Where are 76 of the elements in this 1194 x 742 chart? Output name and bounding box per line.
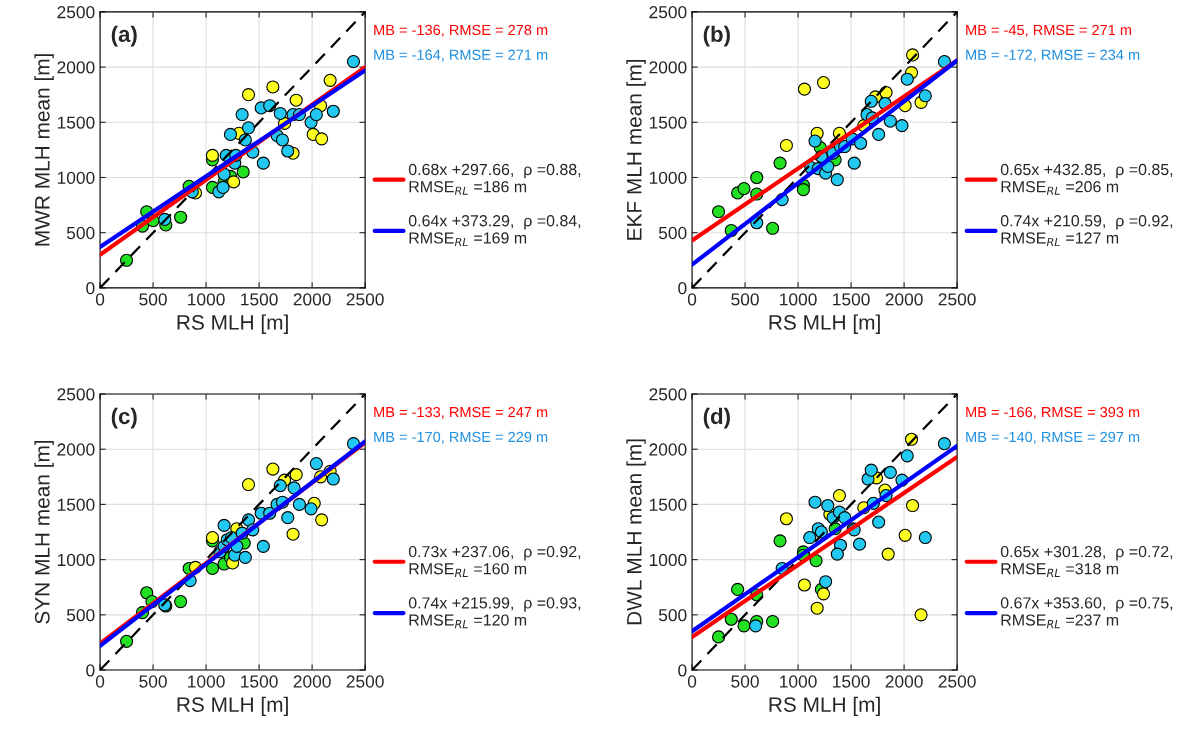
x-tick-label: 2500: [938, 293, 976, 306]
x-axis-title: RS MLH [m]: [177, 696, 288, 717]
text: MB = -172, RMSE = 234 m: [966, 49, 1140, 62]
x-axis-title: RS MLH [m]: [177, 314, 288, 334]
text: MB = -164, RMSE = 271 m: [374, 49, 548, 62]
y-tick-label: 0: [86, 664, 95, 677]
y-tick-label: 1000: [57, 553, 95, 567]
y-tick-label: 2000: [649, 443, 687, 456]
legend-label: 0.65x +301.28, ρ =0.72, RMSE$_{RL}$ =318 m: [1000, 545, 1173, 577]
x-tick-label: 500: [139, 293, 167, 306]
x-tick-label: 2000: [293, 675, 331, 688]
legend-label: 0.68x +297.66, ρ =0.88, RMSE$_{RL}$ =186 m: [408, 163, 581, 195]
x-tick-label: 1000: [780, 293, 817, 306]
y-tick-label: 1500: [649, 116, 687, 129]
x-tick-label: 500: [731, 293, 759, 306]
x-tick-label: 2000: [293, 293, 331, 306]
x-tick-label: 500: [139, 675, 167, 688]
text: MB = -45, RMSE = 271 m: [966, 24, 1132, 37]
x-tick-label: 2500: [938, 675, 976, 688]
x-tick-label: 2000: [885, 675, 923, 688]
y-tick-label: 0: [86, 282, 95, 295]
legend-label: 0.73x +237.06, ρ =0.92, RMSE$_{RL}$ =160 m: [408, 545, 581, 577]
y-tick-label: 500: [66, 226, 95, 240]
y-tick-label: 500: [658, 226, 687, 240]
text: MB = -166, RMSE = 393 m: [966, 406, 1140, 419]
annotation: (d): [703, 407, 730, 429]
y-tick-label: 0: [678, 282, 687, 295]
y-tick-label: 1500: [649, 498, 687, 511]
x-tick-label: 1000: [780, 675, 817, 688]
x-tick-label: 1000: [188, 293, 225, 306]
x-axis-title: RS MLH [m]: [769, 314, 880, 334]
legend-label: 0.67x +353.60, ρ =0.75, RMSE$_{RL}$ =237 m: [1000, 597, 1173, 629]
y-tick-label: 1000: [57, 171, 95, 184]
text: MB = -133, RMSE = 247 m: [374, 406, 548, 419]
x-tick-label: 0: [95, 293, 105, 306]
y-tick-label: 1500: [57, 498, 95, 511]
y-axis-title: EKF MLH mean [m]: [626, 59, 646, 240]
y-tick-label: 1500: [57, 116, 95, 129]
y-tick-label: 2500: [649, 388, 687, 401]
annotation: (b): [703, 25, 730, 47]
y-axis-title: MWR MLH mean [m]: [34, 54, 54, 246]
x-axis-title: RS MLH [m]: [769, 696, 880, 717]
x-tick-label: 2000: [885, 293, 923, 306]
x-tick-label: 0: [687, 675, 697, 688]
annotation: (a): [111, 25, 137, 47]
y-tick-label: 1000: [649, 553, 687, 567]
y-tick-label: 500: [658, 608, 687, 622]
x-tick-label: 1500: [241, 675, 278, 688]
y-tick-label: 2500: [57, 388, 95, 401]
legend-label: 0.74x +215.99, ρ =0.93, RMSE$_{RL}$ =120 m: [408, 597, 581, 629]
x-tick-label: 1500: [833, 675, 870, 688]
y-tick-label: 2000: [57, 61, 95, 74]
x-tick-label: 1500: [241, 293, 278, 306]
x-tick-label: 500: [731, 675, 759, 688]
x-tick-label: 1500: [833, 293, 870, 306]
x-tick-label: 2500: [346, 293, 384, 306]
y-tick-label: 0: [678, 664, 687, 677]
x-tick-label: 1000: [188, 675, 225, 688]
legend-label: 0.64x +373.29, ρ =0.84, RMSE$_{RL}$ =169 m: [408, 215, 581, 247]
x-tick-label: 0: [95, 675, 105, 688]
x-tick-label: 0: [687, 293, 697, 306]
legend-label: 0.74x +210.59, ρ =0.92, RMSE$_{RL}$ =127 m: [1000, 215, 1173, 247]
text: MB = -136, RMSE = 278 m: [374, 24, 548, 37]
text: MB = -170, RMSE = 229 m: [374, 431, 548, 444]
x-tick-label: 2500: [346, 675, 384, 688]
annotation: (c): [111, 407, 137, 429]
y-axis-title: SYN MLH mean [m]: [34, 440, 54, 624]
y-tick-label: 2000: [649, 61, 687, 74]
legend-label: 0.65x +432.85, ρ =0.85, RMSE$_{RL}$ =206 m: [1000, 163, 1173, 195]
y-tick-label: 2500: [57, 6, 95, 19]
y-tick-label: 2500: [649, 6, 687, 19]
y-axis-title: DWL MLH mean [m]: [626, 439, 646, 625]
y-tick-label: 500: [66, 608, 95, 622]
text: MB = -140, RMSE = 297 m: [966, 431, 1140, 444]
y-tick-label: 1000: [649, 171, 687, 184]
y-tick-label: 2000: [57, 443, 95, 456]
